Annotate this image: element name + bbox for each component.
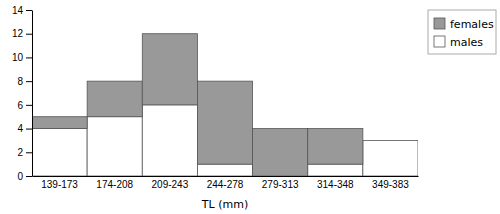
bar <box>363 140 418 141</box>
bar <box>87 117 142 176</box>
legend: females males <box>428 10 496 54</box>
bar <box>197 164 252 176</box>
chart: 139-173 174-208 209-243 244-278 279-313 314-3… <box>0 0 500 214</box>
y-axis: 0 2 4 6 8 10 12 14 <box>12 5 33 182</box>
tick-mark <box>26 10 32 11</box>
tick-mark <box>26 34 32 35</box>
series <box>32 34 363 176</box>
axis-line <box>32 11 33 177</box>
tick: 279-313 <box>262 179 299 190</box>
tick-label: 174-208 <box>96 179 133 190</box>
tick-mark <box>26 81 32 82</box>
tick-label: 6 <box>17 100 23 111</box>
tick-label: 314-348 <box>317 179 354 190</box>
bar <box>253 129 308 176</box>
bar <box>142 34 197 105</box>
tick: 174-208 <box>96 179 133 190</box>
tick: 244-278 <box>207 179 244 190</box>
legend-item: females <box>434 18 494 31</box>
tick-mark <box>26 105 32 106</box>
x-axis: 139-173 174-208 209-243 244-278 279-313 314-3… <box>33 177 419 191</box>
tick: 6 <box>17 100 32 111</box>
tick: 4 <box>17 123 32 134</box>
tick-label: 139-173 <box>41 179 78 190</box>
tick-label: 8 <box>17 76 23 87</box>
x-axis-title: TL (mm) <box>201 198 248 211</box>
tick: 209-243 <box>152 179 189 190</box>
tick-mark <box>26 152 32 153</box>
tick-label: 4 <box>17 123 23 134</box>
tick-label: 279-313 <box>262 179 299 190</box>
bar <box>32 129 87 176</box>
tick: 10 <box>12 52 32 63</box>
legend-swatch <box>434 18 445 29</box>
tick: 314-348 <box>317 179 354 190</box>
tick-mark <box>26 129 32 130</box>
tick: 349-383 <box>372 179 409 190</box>
legend-frame <box>428 10 496 54</box>
tick-label: 12 <box>12 28 24 39</box>
tick-mark <box>26 176 32 177</box>
tick-label: 0 <box>17 171 23 182</box>
axis-line <box>33 176 419 177</box>
bar <box>142 105 197 176</box>
tick: 2 <box>17 147 32 158</box>
tick-label: 349-383 <box>372 179 409 190</box>
bar <box>308 129 363 165</box>
tick-mark <box>26 57 32 58</box>
tick-label: 2 <box>17 147 23 158</box>
bar <box>308 164 363 176</box>
tick-label: 244-278 <box>207 179 244 190</box>
tick: 8 <box>17 76 32 87</box>
bar <box>32 117 87 129</box>
bar <box>197 81 252 164</box>
tick: 139-173 <box>41 179 78 190</box>
tick-label: 209-243 <box>152 179 189 190</box>
tick: 14 <box>12 5 32 16</box>
tick-label: 10 <box>12 52 24 63</box>
plot: 139-173 174-208 209-243 244-278 279-313 314-3… <box>12 5 419 190</box>
bars <box>32 34 418 176</box>
bar <box>363 140 418 176</box>
bar <box>87 81 142 117</box>
legend-item: males <box>434 36 483 49</box>
tick: 0 <box>17 171 32 182</box>
tick-label: 14 <box>12 5 24 16</box>
tick: 12 <box>12 28 32 39</box>
legend-swatch <box>434 36 445 47</box>
legend-label: females <box>450 18 494 31</box>
legend-label: males <box>450 36 483 49</box>
